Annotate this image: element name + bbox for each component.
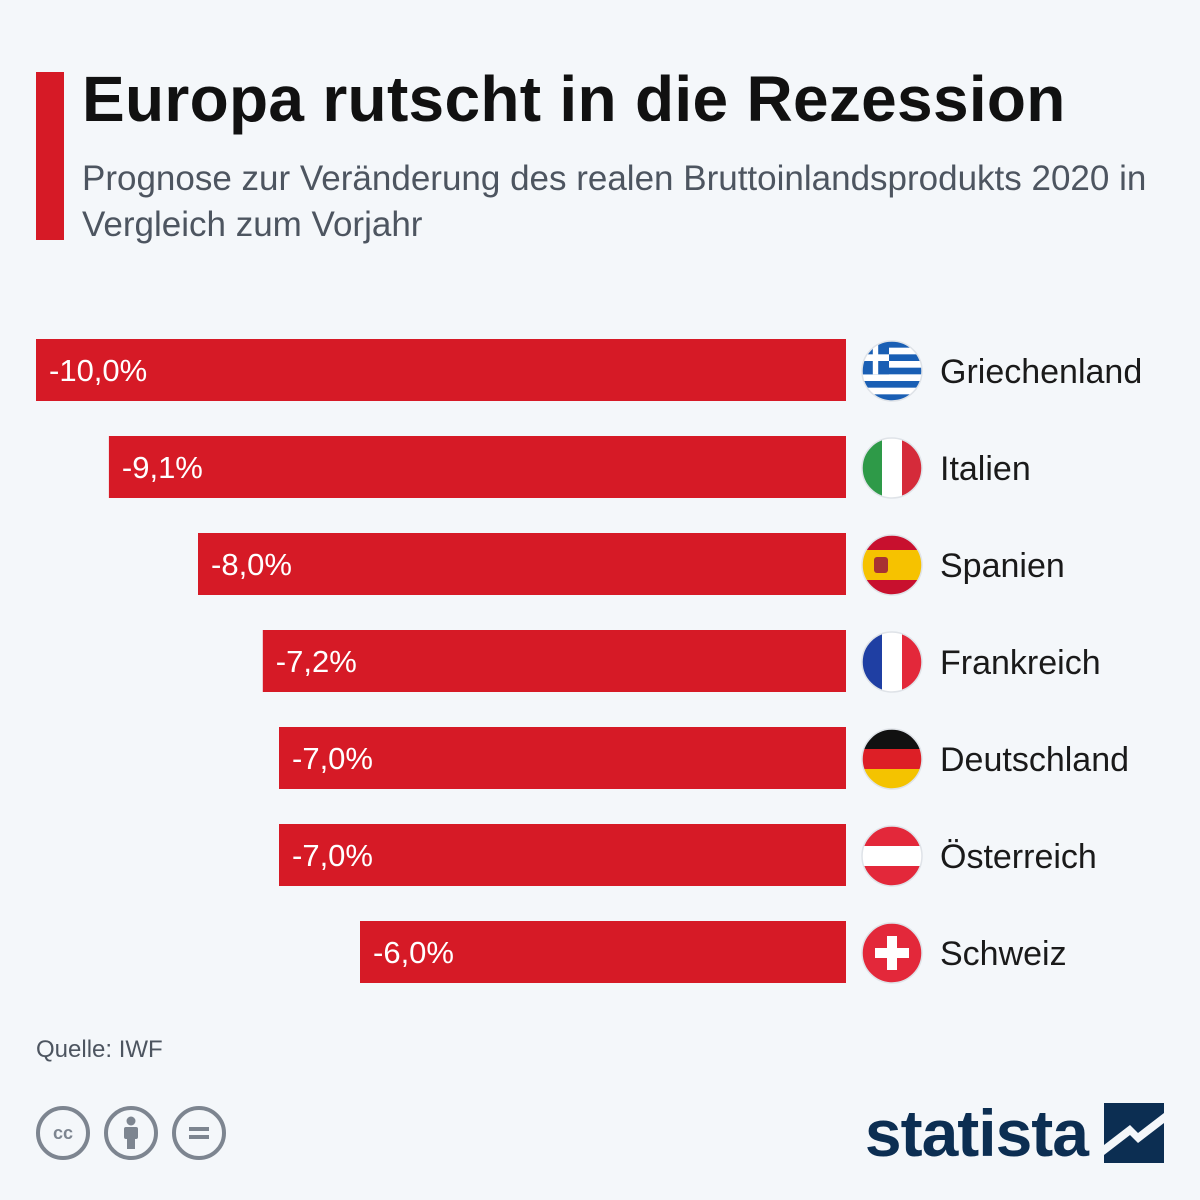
bar-value-label: -7,0% bbox=[292, 741, 373, 776]
no-derivatives-icon[interactable] bbox=[172, 1106, 226, 1160]
chart-title: Europa rutscht in die Rezession bbox=[82, 63, 1066, 135]
bar-value-label: -8,0% bbox=[211, 547, 292, 582]
category-label: Griechenland bbox=[940, 353, 1142, 391]
bar-value-label: -9,1% bbox=[122, 450, 203, 485]
flag-france-icon bbox=[861, 631, 923, 693]
bar-value-label: -7,0% bbox=[292, 838, 373, 873]
license-icons: cc bbox=[36, 1106, 226, 1160]
flag-switzerland-icon bbox=[861, 922, 923, 984]
bar-österreich bbox=[279, 824, 846, 886]
bar-value-label: -10,0% bbox=[49, 353, 147, 388]
statista-mark-icon bbox=[1104, 1103, 1164, 1163]
bar-italien bbox=[108, 436, 846, 498]
cc-icon[interactable]: cc bbox=[36, 1106, 90, 1160]
chart-subtitle: Prognose zur Veränderung des realen Brut… bbox=[82, 159, 1147, 244]
bar-value-label: -7,2% bbox=[276, 644, 357, 679]
flag-greece-icon bbox=[861, 340, 923, 402]
statista-logo[interactable]: statista bbox=[865, 1100, 1164, 1166]
flag-austria-icon bbox=[861, 825, 923, 887]
bar-griechenland bbox=[36, 339, 846, 401]
category-label: Spanien bbox=[940, 547, 1065, 585]
flag-italy-icon bbox=[861, 437, 923, 499]
title-accent-bar bbox=[36, 72, 64, 240]
category-label: Österreich bbox=[940, 838, 1097, 876]
flag-germany-icon bbox=[861, 728, 923, 790]
category-label: Italien bbox=[940, 450, 1031, 488]
flag-spain-icon bbox=[861, 534, 923, 596]
category-label: Frankreich bbox=[940, 644, 1101, 682]
bar-frankreich bbox=[262, 630, 846, 692]
logo-text: statista bbox=[864, 1096, 1089, 1170]
source-note: Quelle: IWF bbox=[36, 1036, 163, 1063]
bar-value-label: -6,0% bbox=[373, 935, 454, 970]
bar-spanien bbox=[198, 533, 846, 595]
bar-schweiz bbox=[360, 921, 846, 983]
category-label: Schweiz bbox=[940, 935, 1067, 973]
by-attribution-icon[interactable] bbox=[104, 1106, 158, 1160]
bar-chart: -10,0% Griechenland -9,1% Italien -8,0% Spani… bbox=[36, 339, 1142, 984]
bar-deutschland bbox=[279, 727, 846, 789]
category-label: Deutschland bbox=[940, 741, 1129, 779]
